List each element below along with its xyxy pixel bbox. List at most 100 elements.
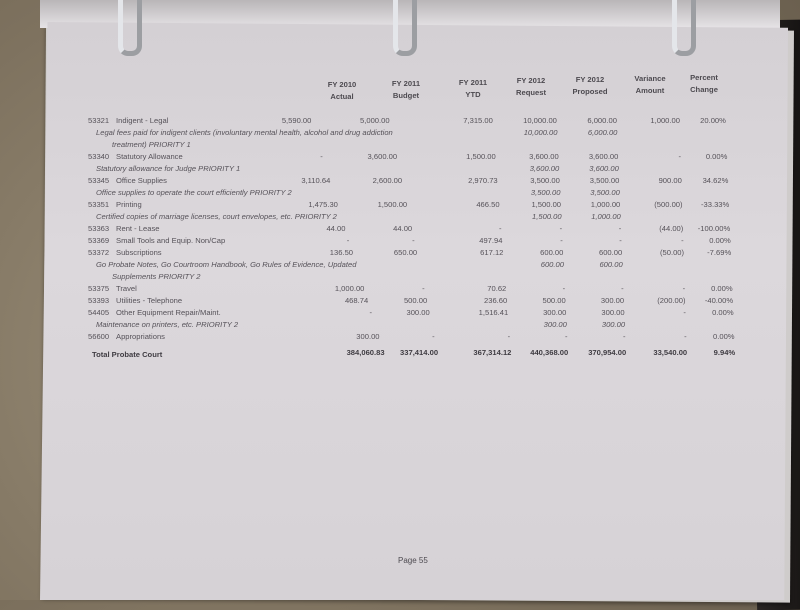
account-description: Legal fees paid for indigent clients (in… (96, 128, 393, 137)
cell-value: 0.00% (705, 152, 728, 161)
account-code: 53393 (88, 296, 110, 305)
column-header-line2: Budget (392, 90, 420, 100)
column-header-line1: FY 2011 (391, 78, 421, 88)
cell-value: 10,000.00 (523, 116, 557, 125)
cell-value: - (678, 152, 682, 161)
cell-value: 300.00 (356, 332, 380, 341)
column-header-line1: Percent (690, 72, 718, 82)
cell-value: 600.00 (599, 260, 623, 269)
account-code: 53351 (88, 200, 110, 209)
cell-value: - (320, 152, 323, 161)
cell-value: 3,600.00 (529, 152, 559, 161)
cell-value: 1,500.00 (466, 152, 496, 161)
cell-value: 1,516.41 (478, 308, 509, 317)
cell-value: 3,600.00 (589, 164, 619, 173)
cell-value: 7,315.00 (463, 116, 493, 125)
cell-value: 370,954.00 (588, 348, 627, 357)
cell-value: 500.00 (542, 296, 566, 305)
cell-value: - (498, 224, 502, 233)
cell-value: - (562, 284, 566, 293)
binder-ring-middle (393, 0, 417, 56)
cell-value: 1,000.00 (650, 116, 680, 125)
account-code: 53372 (88, 248, 110, 257)
cell-value: 0.00% (711, 284, 733, 293)
column-header-line2: Change (690, 84, 718, 94)
cell-value: 70.62 (487, 284, 507, 293)
account-name: Utilities - Telephone (116, 296, 183, 305)
cell-value: 0.00% (709, 236, 731, 245)
cell-value: 500.00 (403, 296, 428, 305)
column-header-line2: YTD (465, 89, 481, 99)
account-description: Go Probate Notes, Go Courtroom Handbook,… (96, 260, 357, 269)
account-description: Statutory allowance for Judge PRIORITY 1 (96, 164, 241, 173)
cell-value: 3,500.00 (530, 176, 560, 185)
cell-value: (200.00) (657, 296, 686, 305)
cell-value: 3,600.00 (367, 152, 398, 161)
account-code: 56600 (88, 332, 110, 341)
cell-value: - (564, 332, 568, 341)
cell-value: 497.94 (479, 236, 503, 245)
cell-value: 3,600.00 (588, 152, 619, 161)
cell-value: 300.00 (601, 320, 626, 329)
account-name: Office Supplies (116, 176, 167, 185)
account-code: 53345 (88, 176, 110, 185)
cell-value: (44.00) (659, 224, 684, 233)
cell-value: 6,000.00 (587, 128, 618, 137)
cell-value: 3,110.64 (301, 176, 331, 185)
column-header-line1: FY 2010 (327, 80, 357, 89)
cell-value: - (618, 224, 622, 233)
column-header-line1: FY 2011 (458, 77, 488, 87)
cell-value: 1,000.00 (334, 284, 365, 293)
cell-value: (50.00) (659, 248, 685, 257)
cell-value: 600.00 (598, 248, 623, 257)
cell-value: - (684, 332, 687, 341)
cell-value: 3,500.00 (589, 176, 620, 185)
column-header-line2: Actual (330, 92, 354, 101)
cell-value: 300.00 (543, 308, 567, 317)
account-name: Small Tools and Equip. Non/Cap (116, 236, 226, 245)
column-header-line1: FY 2012 (575, 75, 605, 85)
column-header-line2: Request (516, 88, 546, 98)
account-name: Rent - Lease (116, 224, 160, 233)
account-code: 53369 (88, 236, 110, 245)
cell-value: -100.00% (697, 224, 731, 233)
cell-value: - (507, 332, 511, 341)
page-number: Page 55 (398, 556, 428, 565)
cell-value: - (369, 308, 372, 317)
account-description: Office supplies to operate the court eff… (96, 188, 292, 197)
account-code: 53363 (88, 224, 110, 233)
cell-value: - (623, 332, 626, 341)
total-label: Total Probate Court (92, 350, 163, 359)
column-header-line1: FY 2012 (516, 76, 546, 86)
cell-value: 900.00 (658, 176, 682, 185)
cell-value: 0.00% (713, 332, 735, 341)
account-name: Appropriations (116, 332, 165, 341)
cell-value: 300.00 (406, 308, 430, 317)
cell-value: (500.00) (654, 200, 683, 209)
cell-value: 1,500.00 (531, 200, 562, 209)
cell-value: -40.00% (704, 296, 734, 305)
cell-value: -33.33% (700, 200, 730, 209)
cell-value: 2,600.00 (372, 176, 403, 185)
cell-value: 1,500.00 (532, 212, 562, 221)
cell-value: - (559, 224, 563, 233)
column-header-line2: Proposed (572, 87, 608, 97)
cell-value: 236.60 (484, 296, 508, 305)
cell-value: 1,475.30 (308, 200, 338, 209)
cell-value: - (422, 284, 425, 293)
cell-value: 300.00 (601, 308, 625, 317)
cell-value: 3,600.00 (529, 164, 560, 173)
cell-value: - (412, 236, 415, 245)
cell-value: 600.00 (540, 248, 564, 257)
column-header-line1: Variance (634, 74, 666, 83)
cell-value: - (619, 236, 622, 245)
account-code: 53340 (88, 152, 110, 161)
account-description: treatment) PRIORITY 1 (112, 140, 191, 149)
cell-value: 5,000.00 (360, 116, 390, 125)
account-name: Indigent - Legal (116, 116, 169, 125)
account-code: 53375 (88, 284, 110, 293)
cell-value: 1,000.00 (590, 200, 621, 209)
cell-value: 33,540.00 (653, 348, 688, 357)
account-name: Printing (116, 200, 142, 209)
cell-value: 3,500.00 (590, 188, 620, 197)
